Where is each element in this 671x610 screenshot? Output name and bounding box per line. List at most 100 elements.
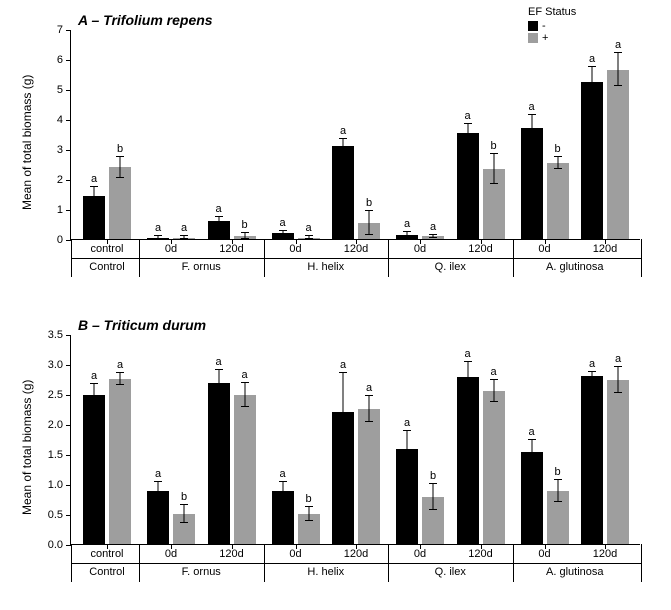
significance-label: b (109, 143, 131, 155)
significance-label: a (83, 370, 105, 382)
error-bar (433, 484, 434, 510)
error-cap (305, 506, 313, 507)
error-cap (180, 522, 188, 523)
error-cap (90, 204, 98, 205)
significance-label: a (396, 417, 418, 429)
error-bar (343, 373, 344, 451)
significance-label: a (521, 426, 543, 438)
error-cap (305, 238, 313, 239)
bar: b (483, 169, 505, 240)
error-cap (241, 382, 249, 383)
error-cap (215, 369, 223, 370)
significance-label: a (208, 203, 230, 215)
error-cap (429, 237, 437, 238)
y-tick-label: 3.5 (48, 329, 71, 341)
error-bar (493, 154, 494, 184)
error-bar (308, 507, 309, 521)
legend-title: EF Status (528, 6, 576, 18)
error-cap (528, 463, 536, 464)
x-group-label: F. ornus (182, 566, 221, 578)
error-cap (403, 231, 411, 232)
error-cap (154, 499, 162, 500)
bar: b (422, 497, 444, 544)
bar: a (521, 128, 543, 239)
error-cap (429, 483, 437, 484)
bar: a (457, 377, 479, 544)
x-tick-label: 120d (219, 243, 243, 255)
y-tick-label: 7 (57, 24, 71, 36)
x-group-label: Control (89, 261, 124, 273)
x-tick (232, 544, 233, 549)
bar: b (234, 236, 256, 239)
y-tick-label: 2.0 (48, 419, 71, 431)
error-cap (279, 234, 287, 235)
bar: a (396, 235, 418, 240)
bar: b (109, 167, 131, 239)
bar: b (298, 514, 320, 544)
x-tick (481, 239, 482, 244)
x-group-divider (139, 544, 140, 582)
error-bar (493, 380, 494, 402)
error-cap (588, 379, 596, 380)
y-tick-label: 1.0 (48, 479, 71, 491)
significance-label: a (396, 218, 418, 230)
x-tick (420, 239, 421, 244)
error-cap (90, 186, 98, 187)
error-cap (614, 52, 622, 53)
error-bar (467, 362, 468, 392)
error-cap (365, 210, 373, 211)
error-cap (305, 235, 313, 236)
significance-label: a (358, 382, 380, 394)
x-tick (605, 239, 606, 244)
x-group-divider (264, 239, 265, 277)
error-cap (305, 520, 313, 521)
significance-label: a (457, 348, 479, 360)
y-tick-label: 2.5 (48, 389, 71, 401)
error-cap (180, 504, 188, 505)
bar: a (208, 383, 230, 544)
error-cap (116, 156, 124, 157)
x-tick-label: 120d (468, 243, 492, 255)
x-group-divider (71, 544, 72, 582)
x-tick-label: 120d (344, 548, 368, 560)
error-bar (407, 431, 408, 467)
significance-label: a (272, 468, 294, 480)
significance-label: b (173, 491, 195, 503)
error-cap (365, 421, 373, 422)
error-cap (429, 509, 437, 510)
error-cap (554, 501, 562, 502)
error-bar (369, 396, 370, 422)
error-bar (531, 115, 532, 142)
significance-label: a (422, 221, 444, 233)
x-group-label: F. ornus (182, 261, 221, 273)
y-tick-label: 1.5 (48, 449, 71, 461)
error-bar (369, 211, 370, 235)
error-cap (116, 372, 124, 373)
x-tick-label: 0d (414, 243, 426, 255)
x-group-label: H. helix (307, 566, 344, 578)
x-group-divider (71, 239, 72, 277)
bar: a (332, 412, 354, 544)
error-bar (244, 383, 245, 407)
error-cap (365, 234, 373, 235)
x-tick-label: 120d (593, 548, 617, 560)
error-cap (339, 372, 347, 373)
significance-label: a (83, 173, 105, 185)
error-cap (464, 123, 472, 124)
error-bar (618, 367, 619, 393)
error-cap (588, 96, 596, 97)
x-group-label: H. helix (307, 261, 344, 273)
error-cap (90, 405, 98, 406)
error-cap (279, 230, 287, 231)
x-group-divider (513, 239, 514, 277)
x-group-line (71, 563, 641, 564)
error-bar (531, 440, 532, 464)
significance-label: a (272, 217, 294, 229)
x-tick (356, 544, 357, 549)
bar: a (147, 491, 169, 544)
x-tick (296, 544, 297, 549)
x-tick-label: 0d (165, 243, 177, 255)
y-axis-label: Mean of total biomass (g) (20, 75, 34, 210)
error-cap (90, 383, 98, 384)
error-cap (154, 235, 162, 236)
